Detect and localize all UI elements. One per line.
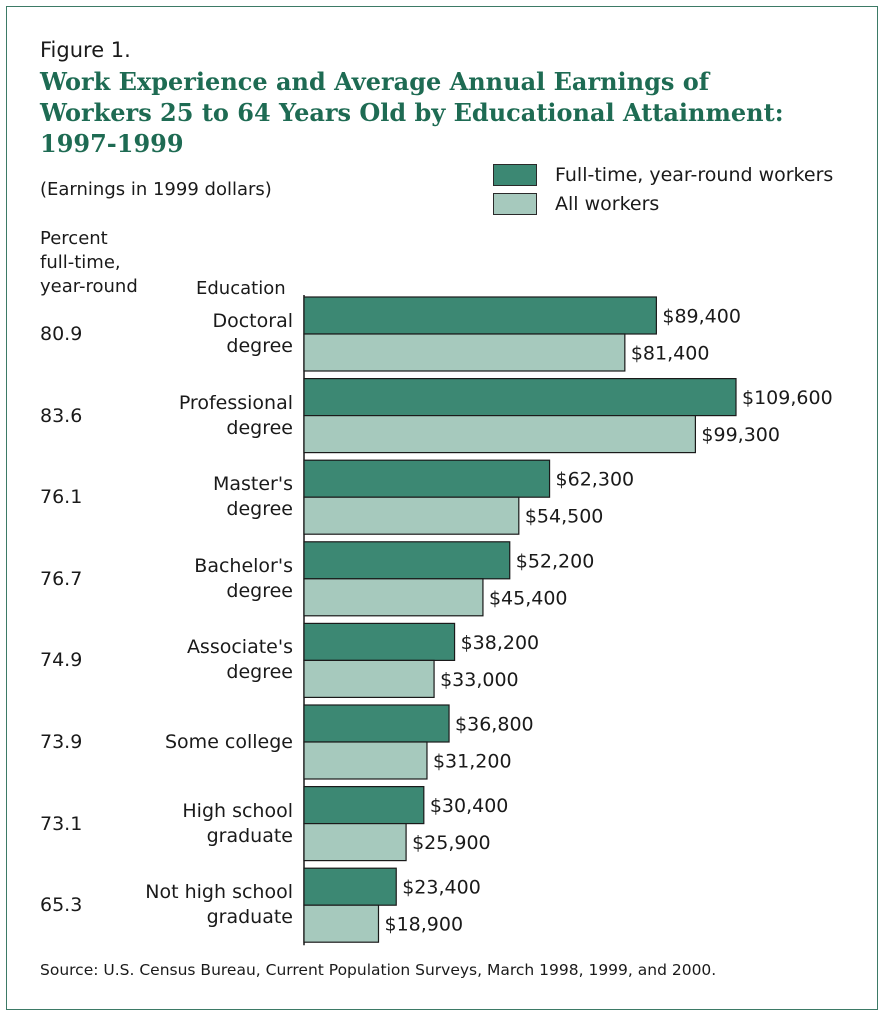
- bar-all-workers: [303, 496, 520, 535]
- chart-title: Work Experience and Average Annual Earni…: [40, 67, 784, 158]
- data-label-full-time: $62,300: [556, 469, 635, 491]
- data-label-all-workers: $45,400: [489, 587, 568, 609]
- category-label: Master's degree: [212, 473, 293, 521]
- chart-subtitle: (Earnings in 1999 dollars): [40, 179, 272, 200]
- percent-column-header: Percent full-time, year-round: [40, 228, 138, 297]
- data-label-full-time: $30,400: [430, 795, 509, 817]
- source-note: Source: U.S. Census Bureau, Current Popu…: [40, 961, 717, 979]
- percent-full-time-value: 73.9: [40, 731, 83, 753]
- bar-full-time: [303, 785, 425, 825]
- category-label: Some college: [165, 730, 293, 753]
- bar-all-workers: [303, 578, 484, 617]
- data-label-all-workers: $31,200: [433, 751, 512, 773]
- bar-all-workers: [303, 904, 380, 943]
- legend-label-full-time: Full-time, year-round workers: [555, 164, 834, 186]
- data-label-full-time: $23,400: [402, 877, 481, 899]
- bar-full-time: [303, 622, 456, 662]
- bar-all-workers: [303, 415, 697, 454]
- percent-full-time-value: 73.1: [40, 812, 83, 835]
- percent-full-time-value: 80.9: [40, 323, 83, 345]
- bar-full-time: [303, 867, 397, 906]
- data-label-full-time: $52,200: [516, 550, 595, 572]
- category-label: Doctoral degree: [212, 310, 293, 357]
- figure-label: Figure 1.: [40, 38, 131, 62]
- figure-frame: [6, 6, 878, 1010]
- bar-full-time: [303, 378, 737, 417]
- legend-label-all-workers: All workers: [555, 193, 660, 215]
- category-label: High school graduate: [182, 799, 293, 847]
- category-label: Bachelor's degree: [194, 554, 293, 602]
- data-label-all-workers: $81,400: [631, 343, 710, 365]
- data-label-all-workers: $99,300: [701, 424, 780, 446]
- data-label-all-workers: $33,000: [440, 669, 519, 691]
- percent-full-time-value: 76.1: [40, 486, 83, 509]
- data-label-full-time: $109,600: [742, 387, 833, 409]
- percent-full-time-value: 83.6: [40, 404, 83, 427]
- legend-item-full-time: Full-time, year-round workers: [493, 162, 833, 188]
- bar-all-workers: [303, 333, 626, 372]
- category-label: Associate's degree: [186, 636, 293, 684]
- bar-all-workers: [303, 741, 428, 780]
- data-label-full-time: $89,400: [662, 306, 741, 328]
- data-label-all-workers: $18,900: [384, 914, 463, 936]
- bar-all-workers: [303, 659, 435, 699]
- data-label-full-time: $36,800: [455, 714, 534, 736]
- education-column-header: Education: [196, 278, 286, 299]
- legend-swatch-all-workers: [493, 193, 537, 215]
- bar-full-time: [303, 704, 450, 743]
- legend-item-all-workers: All workers: [493, 191, 659, 217]
- category-label: Professional degree: [178, 391, 293, 439]
- data-label-full-time: $38,200: [461, 632, 540, 654]
- bar-all-workers: [303, 822, 407, 862]
- data-label-all-workers: $25,900: [412, 832, 491, 854]
- bar-full-time: [303, 296, 657, 335]
- bar-full-time: [303, 459, 551, 498]
- data-label-all-workers: $54,500: [525, 506, 604, 528]
- category-label: Not high school graduate: [145, 881, 293, 929]
- percent-full-time-value: 65.3: [40, 894, 83, 917]
- percent-full-time-value: 74.9: [40, 649, 83, 672]
- bar-full-time: [303, 541, 511, 580]
- legend-swatch-full-time: [493, 164, 537, 186]
- percent-full-time-value: 76.7: [40, 567, 83, 590]
